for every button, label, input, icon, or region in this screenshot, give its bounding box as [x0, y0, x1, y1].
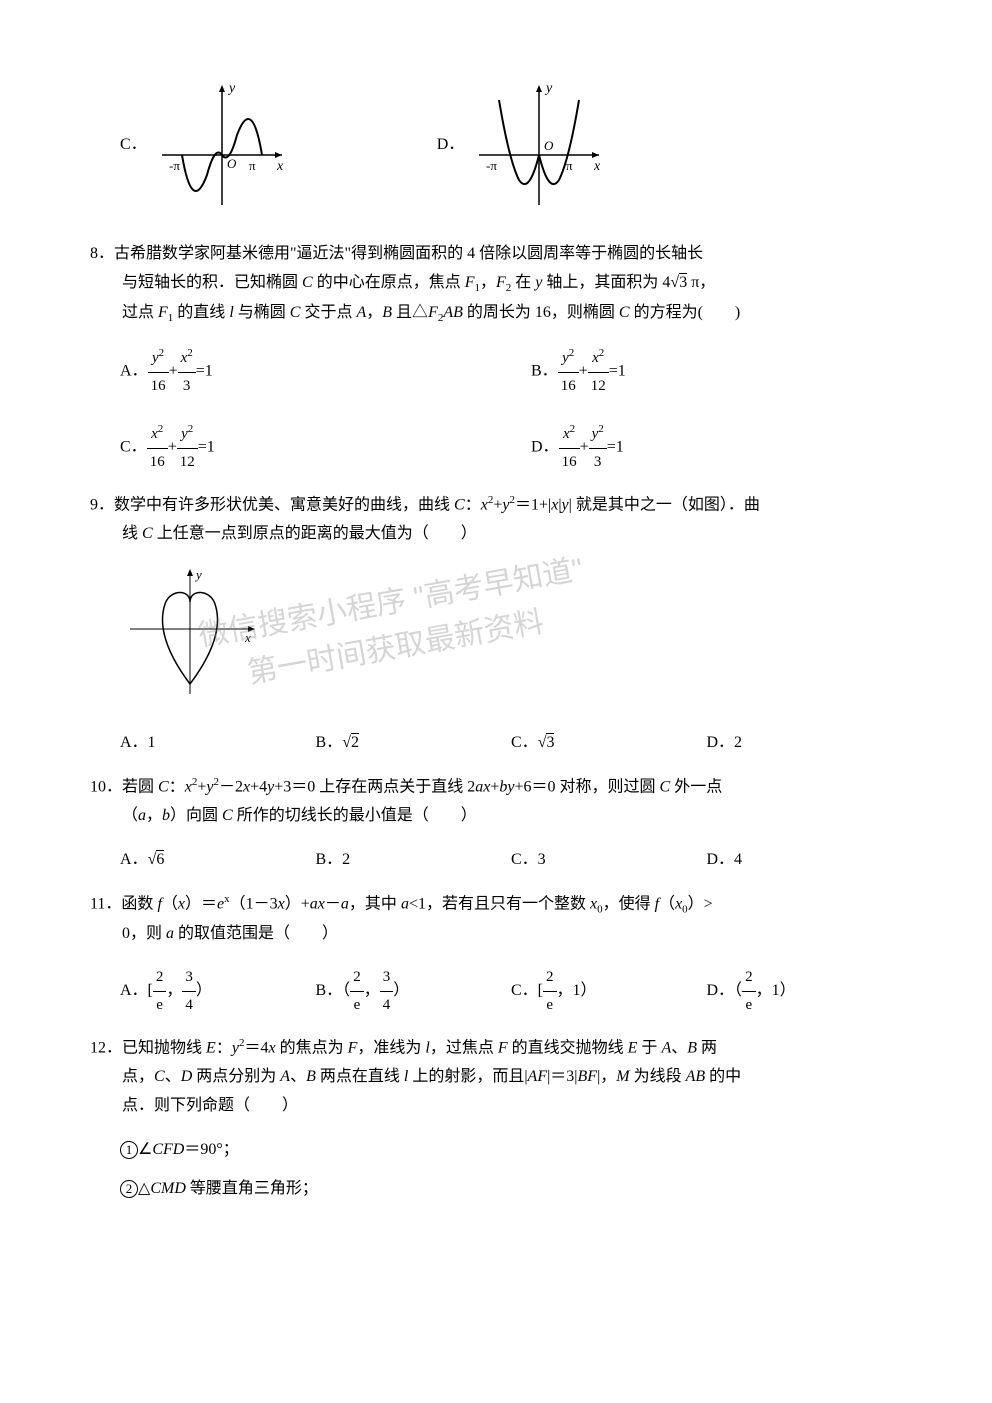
q9-opt-c: C．√3 [511, 729, 707, 758]
q8-num: 8． [90, 245, 114, 262]
q8-opt-d: D．x216+y23=1 [531, 420, 902, 476]
question-8: 8．古希腊数学家阿基米德用"逼近法"得到椭圆面积的 4 倍除以圆周率等于椭圆的长… [90, 240, 902, 329]
graph-d-svg: y x -π π O [474, 80, 604, 210]
origin-label: O [544, 138, 554, 153]
question-9: 9．数学中有许多形状优美、寓意美好的曲线，曲线 C：x2+y2＝1+|x|y| … [90, 491, 902, 549]
q8-line3: 过点 F1 的直线 l 与椭圆 C 交于点 A，B 且△F2AB 的周长为 16… [90, 299, 902, 329]
q10-num: 10． [90, 779, 122, 796]
q9-opt-b: B．√2 [316, 729, 512, 758]
pi-label: π [249, 158, 256, 173]
q12-statement-2: 2△CMD 等腰直角三角形； [120, 1175, 902, 1204]
question-12: 12．已知抛物线 E：y2＝4x 的焦点为 F，准线为 l，过焦点 F 的直线交… [90, 1034, 902, 1121]
q8-opt-a: A．y216+x23=1 [120, 344, 491, 400]
q11-line2: 0，则 a 的取值范围是（ ） [90, 920, 902, 949]
q10-opt-c: C．3 [511, 846, 707, 875]
q11-opt-c: C．[2e，1） [511, 964, 707, 1019]
axis-y-label: y [544, 81, 553, 96]
question-10: 10．若圆 C：x2+y2－2x+4y+3＝0 上存在两点关于直线 2ax+by… [90, 773, 902, 831]
graph-d: D． y x -π π O [437, 80, 605, 210]
q9-num: 9． [90, 496, 114, 513]
q9-opt-a: A．1 [120, 729, 316, 758]
graph-row-cd: C． y x -π π O D． y x -π π O [90, 80, 902, 210]
neg-pi-label: -π [169, 158, 180, 173]
svg-text:x: x [244, 630, 251, 645]
neg-pi-label: -π [486, 158, 497, 173]
q10-opt-d: D．4 [707, 846, 903, 875]
q9-line2: 线 C 上任意一点到原点的距离的最大值为（ ） [90, 520, 902, 549]
q11-num: 11． [90, 895, 121, 912]
q8-line1: 古希腊数学家阿基米德用"逼近法"得到椭圆面积的 4 倍除以圆周率等于椭圆的长轴长 [114, 245, 703, 262]
q12-line2: 点，C、D 两点分别为 A、B 两点在直线 l 上的射影，而且|AF|＝3|BF… [90, 1063, 902, 1092]
q11-opt-b: B．（2e，34） [316, 964, 512, 1019]
q8-options: A．y216+x23=1 B．y216+x212=1 C．x216+y212=1… [120, 344, 902, 476]
q9-options: A．1 B．√2 C．√3 D．2 [120, 729, 902, 758]
axis-x-label: x [276, 159, 284, 174]
origin-label: O [227, 156, 237, 171]
q10-line2: （a，b）向圆 C 所作的切线长的最小值是（ ） [90, 802, 902, 831]
q8-line2: 与短轴长的积．已知椭圆 C 的中心在原点，焦点 F1，F2 在 y 轴上，其面积… [90, 269, 902, 299]
heart-svg: y x [120, 564, 260, 704]
q12-num: 12． [90, 1039, 122, 1056]
question-11: 11．函数 f（x）＝ex（1－3x）+ax－a，其中 a<1，若有且只有一个整… [90, 890, 902, 949]
axis-y-label: y [227, 81, 236, 96]
q9-opt-d: D．2 [707, 729, 903, 758]
q12-statement-1: 1∠CFD＝90°； [120, 1136, 902, 1165]
q11-options: A．[2e，34） B．（2e，34） C．[2e，1） D．（2e，1） [120, 964, 902, 1019]
axis-x-label: x [593, 159, 601, 174]
q10-opt-a: A．√6 [120, 846, 316, 875]
graph-c-label: C． [120, 131, 147, 160]
q12-line3: 点．则下列命题（ ） [90, 1092, 902, 1121]
graph-c-svg: y x -π π O [157, 80, 287, 210]
graph-d-label: D． [437, 131, 465, 160]
q8-opt-b: B．y216+x212=1 [531, 344, 902, 400]
q11-opt-d: D．（2e，1） [707, 964, 903, 1019]
graph-c: C． y x -π π O [120, 80, 287, 210]
q10-options: A．√6 B．2 C．3 D．4 [120, 846, 902, 875]
q10-opt-b: B．2 [316, 846, 512, 875]
q11-opt-a: A．[2e，34） [120, 964, 316, 1019]
svg-text:y: y [194, 567, 202, 582]
q8-opt-c: C．x216+y212=1 [120, 420, 491, 476]
heart-curve: y x [120, 564, 902, 715]
